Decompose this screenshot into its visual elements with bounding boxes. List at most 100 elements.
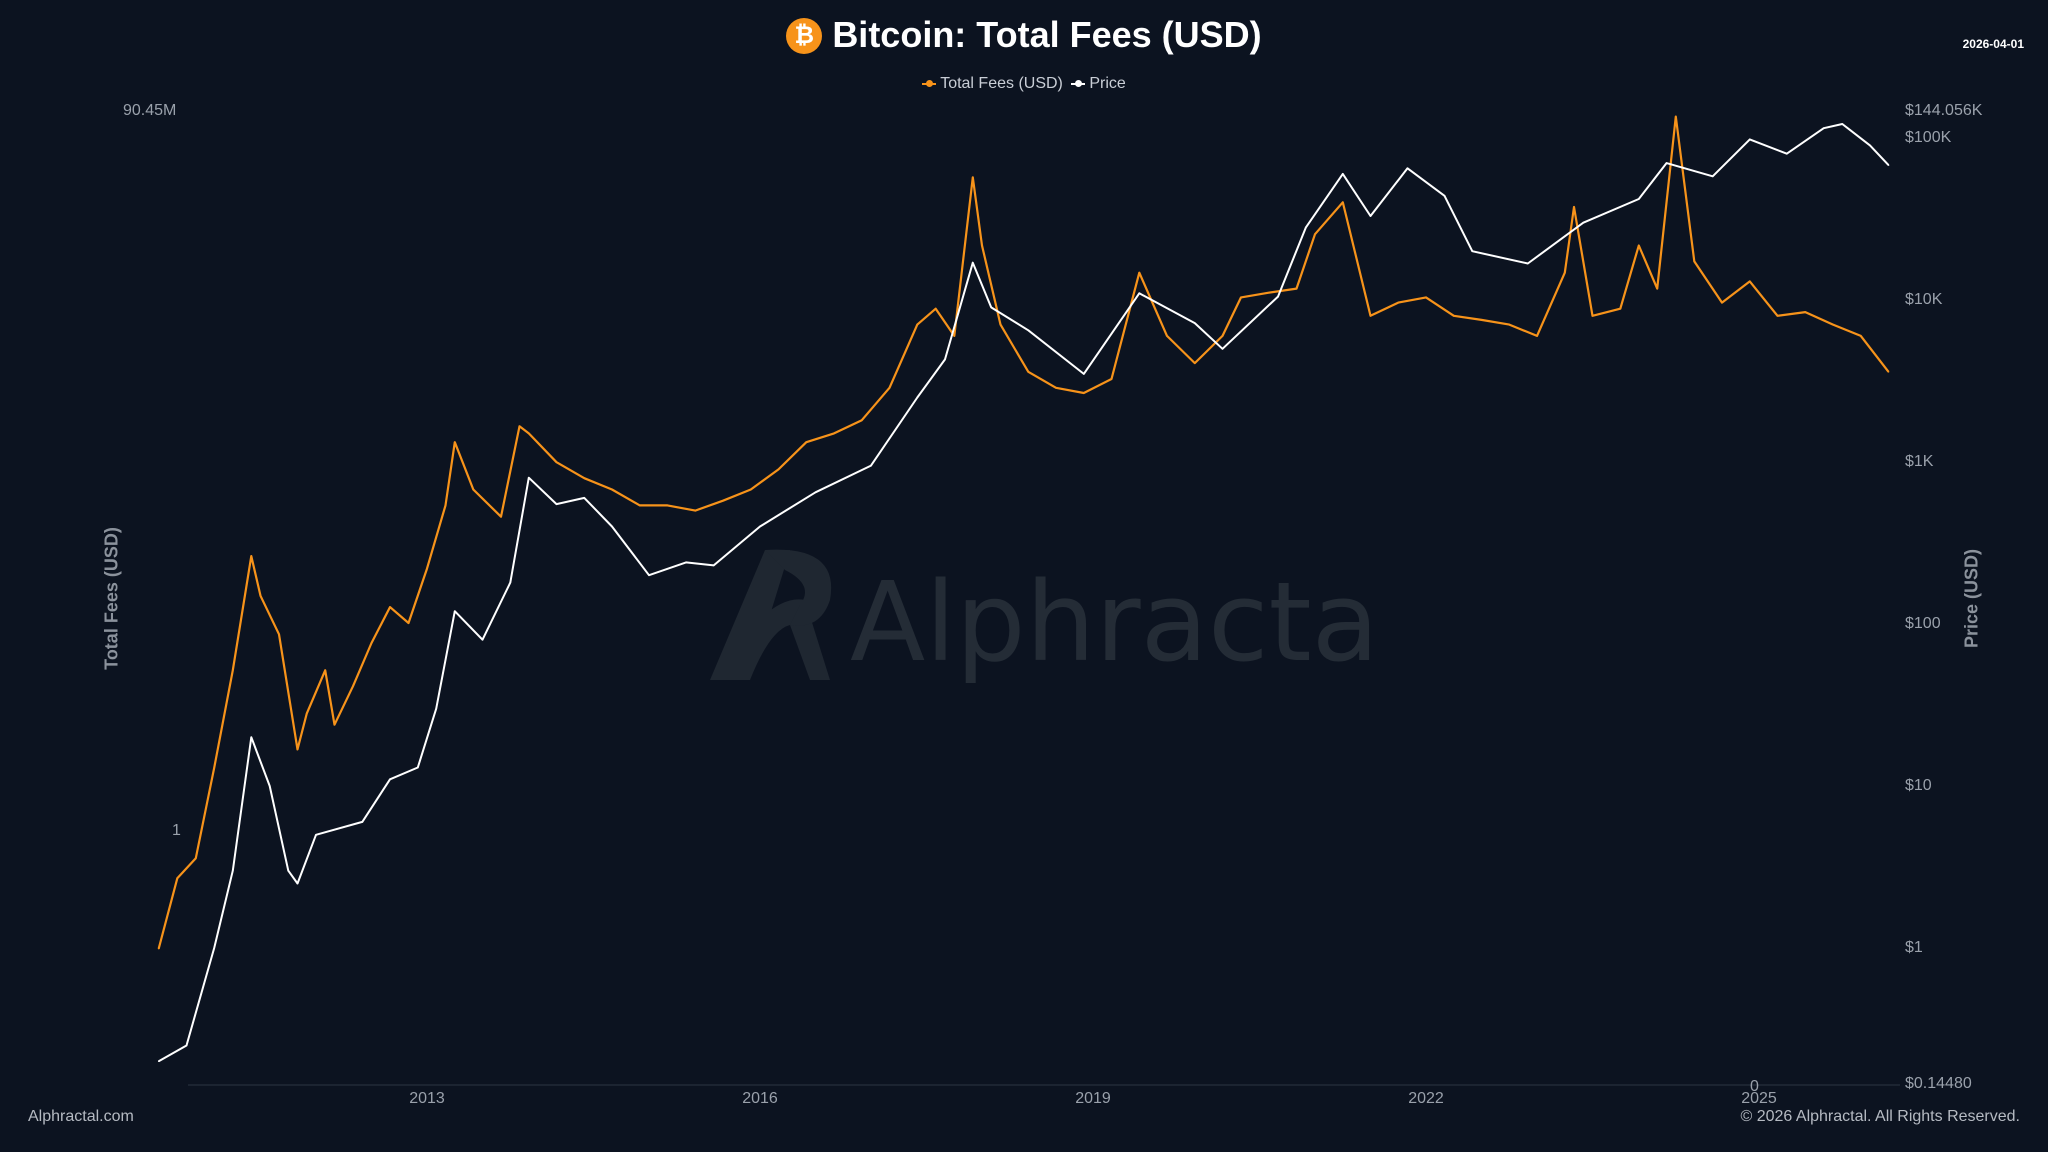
footer-copyright: © 2026 Alphractal. All Rights Reserved. [1740, 1108, 2021, 1125]
price-point [1443, 194, 1446, 197]
fees-point [1832, 323, 1834, 326]
fees-point [453, 441, 456, 443]
svg-text:Alphractal: Alphractal [850, 558, 1370, 686]
fees-point [389, 606, 391, 608]
fees-point [916, 323, 919, 326]
right-tick: $100K [1905, 129, 1952, 146]
fees-point [777, 468, 780, 471]
price-point [1822, 127, 1825, 129]
price-point [990, 306, 993, 309]
fees-point [305, 712, 308, 715]
price-point [971, 261, 974, 264]
chart-title: ₿ Bitcoin: Total Fees (USD) [0, 14, 2048, 56]
fees-point [213, 767, 216, 769]
fees-point [1721, 301, 1723, 304]
price-point [527, 476, 530, 479]
price-point [1082, 373, 1085, 375]
price-point [1785, 152, 1788, 155]
price-point [389, 778, 391, 781]
fees-point [1693, 260, 1696, 263]
date-label: 2026-04-01 [1962, 37, 2024, 51]
price-point [1304, 226, 1307, 229]
price-point [509, 581, 512, 584]
right-tick: $10K [1905, 291, 1943, 308]
legend-marker-icon [1071, 80, 1086, 87]
price-point [1887, 164, 1890, 166]
fees-point [527, 432, 530, 435]
fees-point [860, 419, 863, 422]
fees-point [352, 685, 354, 687]
fees-point [1563, 271, 1566, 274]
fees-point [1776, 315, 1779, 317]
fees-point [426, 567, 428, 570]
price-point [916, 396, 919, 399]
price-point [759, 525, 761, 528]
fees-point [1452, 315, 1455, 317]
price-point [296, 882, 299, 885]
price-point [944, 358, 946, 361]
fees-point [1573, 206, 1575, 208]
fees-point [1397, 301, 1400, 304]
x-tick: 2025 [1741, 1090, 1777, 1107]
price-point [213, 947, 216, 949]
price-point [1748, 138, 1751, 141]
price-point [555, 503, 558, 505]
left-tick: 90.45M [123, 102, 177, 119]
price-point [1637, 198, 1640, 200]
fees-point [1748, 280, 1751, 283]
fees-point [259, 594, 262, 597]
footer-site[interactable]: Alphractal.com [28, 1108, 134, 1125]
right-tick: $10 [1905, 777, 1932, 794]
right-tick: $100 [1905, 615, 1941, 632]
price-point [157, 1060, 160, 1063]
price-point [481, 638, 484, 641]
fees-point [157, 947, 160, 950]
fees-point [953, 335, 956, 337]
fees-point [1536, 335, 1538, 337]
x-tick: 2022 [1408, 1090, 1444, 1107]
fees-point [296, 748, 299, 751]
price-point [814, 491, 817, 494]
fees-point [722, 499, 724, 502]
fees-point [833, 432, 835, 435]
x-tick: 2019 [1075, 1090, 1111, 1107]
fees-point [250, 555, 253, 557]
fees-point [638, 504, 641, 507]
fees-point [1859, 335, 1862, 337]
price-point [1869, 144, 1871, 147]
fees-point [934, 307, 937, 310]
fees-point [981, 244, 983, 247]
price-point [315, 833, 317, 836]
fees-point [518, 425, 521, 428]
fees-point [888, 386, 891, 389]
price-point [712, 564, 715, 567]
fees-point [1240, 296, 1242, 299]
fees-point [971, 176, 974, 179]
price-point [287, 869, 290, 872]
price-point [648, 574, 650, 577]
price-point [583, 497, 586, 499]
price-point [1526, 262, 1529, 265]
price-point [1027, 329, 1030, 332]
fees-series-line [157, 115, 1890, 949]
fees-point [1221, 335, 1224, 337]
fees-point [1656, 287, 1659, 290]
fees-point [1055, 386, 1057, 389]
fees-point [1637, 244, 1640, 247]
price-point [1369, 215, 1372, 217]
legend-label: Price [1089, 75, 1126, 92]
legend-item-fees[interactable]: Total Fees (USD) [922, 75, 1063, 93]
fees-point [611, 488, 613, 491]
fees-point [1341, 201, 1344, 204]
fees-point [1110, 378, 1113, 380]
fees-point [500, 515, 502, 518]
fees-point [1425, 296, 1427, 299]
legend-item-price[interactable]: Price [1071, 75, 1126, 93]
fees-point [1166, 335, 1168, 337]
right-tick: $144.056K [1905, 102, 1983, 119]
fees-point [583, 477, 586, 479]
fees-point [1480, 319, 1483, 321]
fees-point [805, 441, 808, 443]
price-point [1582, 221, 1585, 224]
